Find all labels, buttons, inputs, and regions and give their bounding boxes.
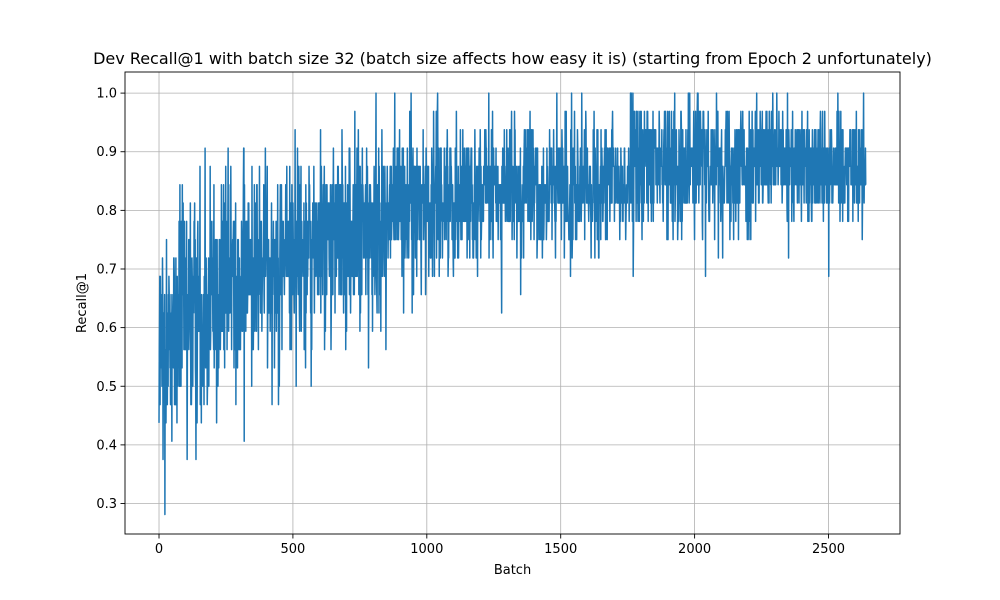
y-axis-label: Recall@1 [75,273,90,333]
y-tick-label: 0.8 [96,204,117,219]
plot-frame [124,71,901,535]
y-tick-label: 0.4 [96,438,117,453]
y-tick-label: 0.9 [96,145,117,160]
chart-title: Dev Recall@1 with batch size 32 (batch s… [93,49,932,68]
y-tick-label: 0.3 [96,497,117,512]
x-axis-ticks: 0 500 1000 1500 2000 2500 [155,534,845,557]
y-tick-label: 1.0 [96,87,117,102]
x-tick-label: 0 [155,542,163,557]
x-axis-label: Batch [494,563,531,578]
x-tick-label: 2000 [678,542,711,557]
x-tick-label: 2500 [812,542,845,557]
x-tick-label: 1500 [544,542,577,557]
series-line [158,92,867,516]
y-tick-label: 0.6 [96,321,117,336]
series-group [158,92,867,516]
y-tick-label: 0.5 [96,380,117,395]
y-axis-ticks: 0.3 0.4 0.5 0.6 0.7 0.8 0.9 1.0 [96,87,125,512]
y-tick-label: 0.7 [96,262,117,277]
x-tick-label: 500 [280,542,305,557]
x-tick-label: 1000 [410,542,443,557]
